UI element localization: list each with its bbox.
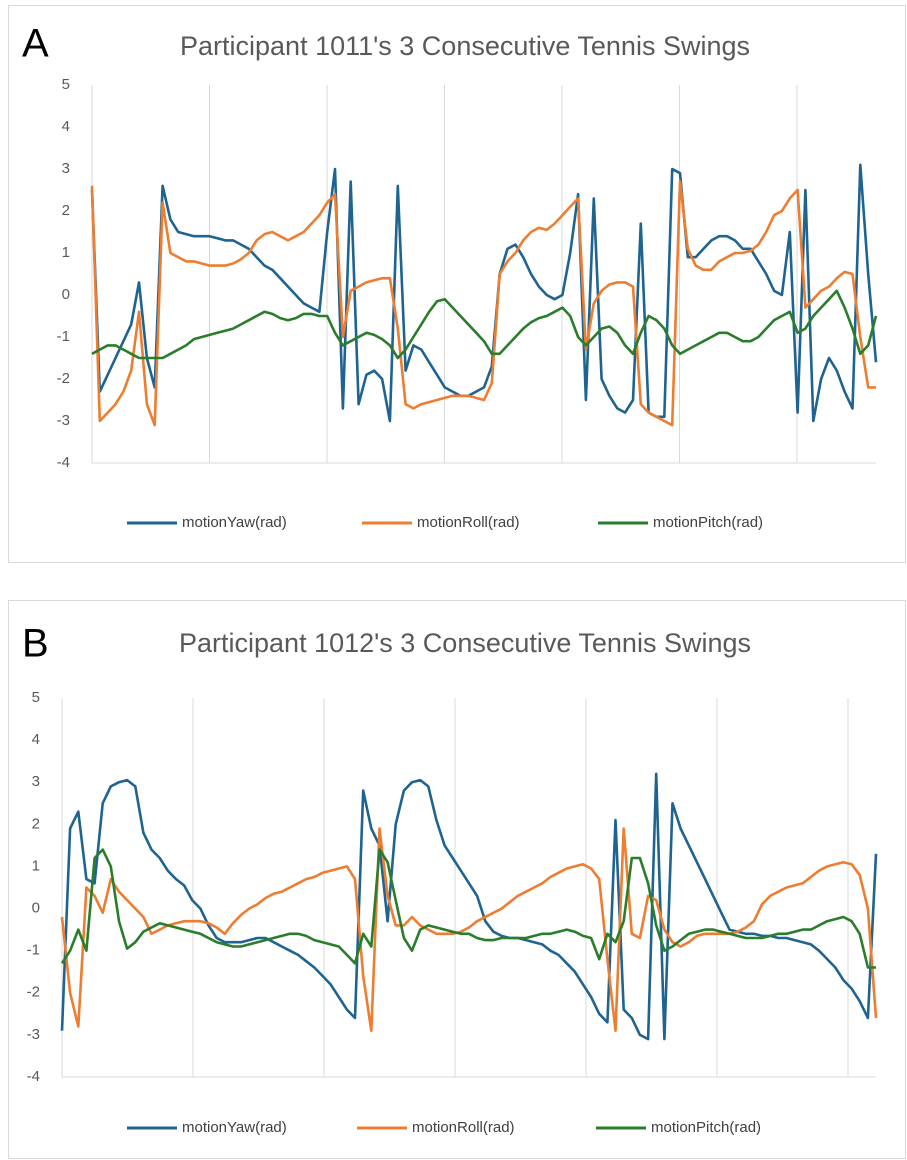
y-tick-label: -2 — [57, 370, 70, 387]
y-tick-label: 3 — [32, 773, 40, 790]
legend-label: motionYaw(rad) — [182, 514, 287, 531]
panel-label: A — [22, 22, 49, 66]
data-line — [60, 772, 878, 1041]
y-tick-label: 4 — [32, 731, 40, 748]
y-tick-label: -1 — [27, 942, 40, 959]
panel-frame — [8, 600, 906, 1159]
y-tick-label: -4 — [27, 1068, 40, 1085]
y-tick-label: -2 — [27, 984, 40, 1001]
legend-label: motionRoll(rad) — [417, 514, 520, 531]
chart-title: Participant 1012's 3 Consecutive Tennis … — [179, 628, 751, 658]
data-line — [60, 827, 878, 1032]
legend-label: motionPitch(rad) — [651, 1119, 761, 1136]
data-line — [91, 289, 878, 360]
panel-label: B — [22, 622, 49, 666]
y-tick-label: 5 — [32, 689, 40, 706]
y-tick-label: 1 — [32, 857, 40, 874]
data-line — [60, 848, 876, 969]
y-tick-label: 0 — [62, 286, 70, 303]
legend-label: motionRoll(rad) — [412, 1119, 515, 1136]
y-tick-label: 3 — [62, 160, 70, 177]
data-line — [90, 180, 876, 427]
y-tick-label: 5 — [62, 76, 70, 93]
y-tick-label: -1 — [57, 328, 70, 345]
y-tick-label: 2 — [32, 815, 40, 832]
legend-label: motionPitch(rad) — [653, 514, 763, 531]
y-tick-label: 0 — [32, 900, 40, 917]
y-tick-label: -3 — [57, 412, 70, 429]
legend-label: motionYaw(rad) — [182, 1119, 287, 1136]
y-tick-label: 4 — [62, 118, 70, 135]
y-tick-label: -4 — [57, 454, 70, 471]
y-tick-label: -3 — [27, 1026, 40, 1043]
y-tick-label: 2 — [62, 202, 70, 219]
data-line — [90, 163, 878, 423]
y-tick-label: 1 — [62, 244, 70, 261]
chart-title: Participant 1011's 3 Consecutive Tennis … — [180, 31, 750, 61]
